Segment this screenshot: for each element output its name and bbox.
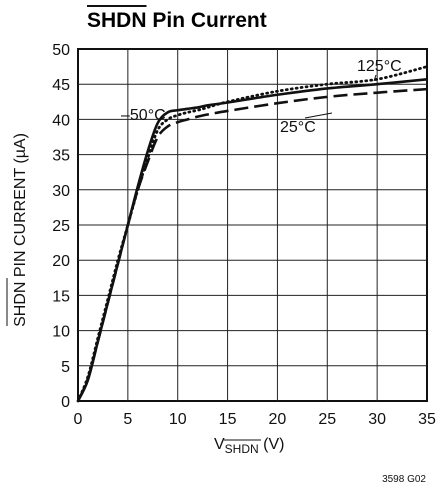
- y-tick-label: 45: [52, 77, 70, 94]
- y-axis-label: SHDN PIN CURRENT (µA): [12, 133, 29, 327]
- leader-25c: [304, 112, 333, 119]
- y-tick-label: 35: [52, 148, 70, 165]
- y-tick-label: 0: [61, 394, 70, 411]
- x-tick-label: 30: [368, 411, 386, 428]
- x-tick-label: 15: [219, 411, 237, 428]
- x-tick-label: 10: [169, 411, 187, 428]
- y-tick-label: 10: [52, 324, 70, 341]
- label-minus50c: –50°C: [121, 107, 166, 124]
- series-line-minus50c: [76, 77, 428, 402]
- tick-labels: 0 5 10 15 20 25 30 35 0 5 10 15 20 25 30 35 40 45 50: [52, 42, 436, 428]
- y-axis-label-overline-text: SHDN: [12, 282, 29, 327]
- y-tick-label: 40: [52, 112, 70, 129]
- y-tick-label: 20: [52, 253, 70, 270]
- x-tick-label: 35: [418, 411, 436, 428]
- x-axis-label-v: V: [214, 436, 225, 453]
- label-125c: 125°C: [357, 58, 402, 75]
- y-axis-label-group: SHDN PIN CURRENT (µA): [12, 133, 29, 327]
- label-25c: 25°C: [280, 119, 316, 136]
- y-tick-label: 5: [61, 359, 70, 376]
- figure-id: 3598 G02: [382, 474, 426, 485]
- series-line-25-c: [76, 87, 428, 402]
- x-axis-label-unit: (V): [259, 436, 285, 453]
- y-tick-label: 15: [52, 288, 70, 305]
- grid: [78, 49, 427, 401]
- title-overline-text: SHDN: [87, 9, 147, 32]
- x-axis-label: VSHDN (V): [214, 436, 284, 456]
- y-tick-label: 30: [52, 183, 70, 200]
- x-tick-label: 25: [318, 411, 336, 428]
- x-tick-label: 5: [123, 411, 132, 428]
- y-tick-label: 50: [52, 42, 70, 59]
- x-tick-label: 0: [74, 411, 83, 428]
- leader-125c: [373, 74, 377, 82]
- series-line-125-c: [76, 65, 429, 403]
- x-tick-label: 20: [269, 411, 287, 428]
- y-axis-label-rest: PIN CURRENT (µA): [12, 133, 29, 281]
- y-tick-label: 25: [52, 218, 70, 235]
- x-axis-label-sub: SHDN: [225, 442, 259, 456]
- chart-title: SHDN Pin Current: [87, 9, 267, 32]
- title-rest-text: Pin Current: [147, 9, 267, 32]
- series-group: [76, 65, 429, 403]
